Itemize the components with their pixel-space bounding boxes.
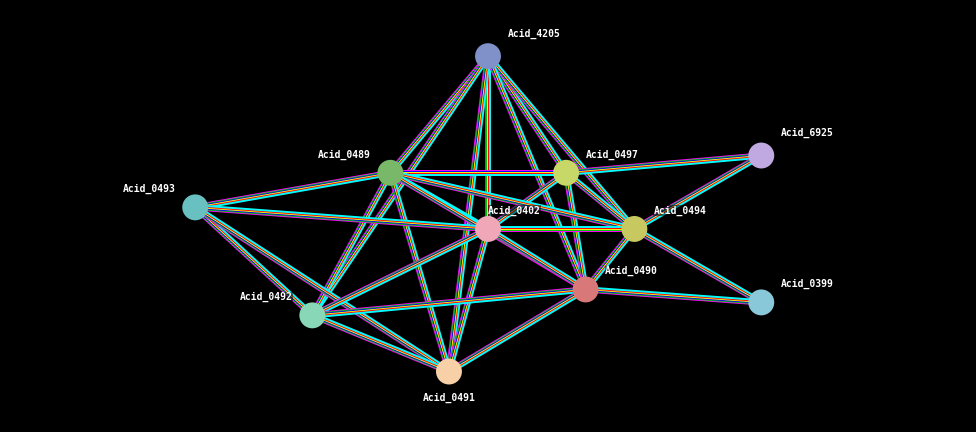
Circle shape	[475, 216, 501, 242]
Text: Acid_0399: Acid_0399	[781, 279, 834, 289]
Circle shape	[622, 216, 647, 242]
Circle shape	[475, 43, 501, 69]
Text: Acid_0494: Acid_0494	[654, 206, 707, 216]
Circle shape	[749, 289, 774, 315]
Text: Acid_0490: Acid_0490	[605, 266, 658, 276]
Circle shape	[553, 160, 579, 186]
Circle shape	[573, 276, 598, 302]
Text: Acid_4205: Acid_4205	[508, 29, 560, 39]
Text: Acid_0493: Acid_0493	[123, 184, 176, 194]
Text: Acid_0402: Acid_0402	[488, 206, 541, 216]
Text: Acid_0497: Acid_0497	[586, 149, 638, 160]
Text: Acid_0489: Acid_0489	[318, 149, 371, 160]
Text: Acid_0492: Acid_0492	[240, 292, 293, 302]
Circle shape	[378, 160, 403, 186]
Circle shape	[183, 194, 208, 220]
Circle shape	[749, 143, 774, 168]
Circle shape	[300, 302, 325, 328]
Text: Acid_0491: Acid_0491	[423, 393, 475, 403]
Circle shape	[436, 359, 462, 384]
Text: Acid_6925: Acid_6925	[781, 128, 834, 138]
